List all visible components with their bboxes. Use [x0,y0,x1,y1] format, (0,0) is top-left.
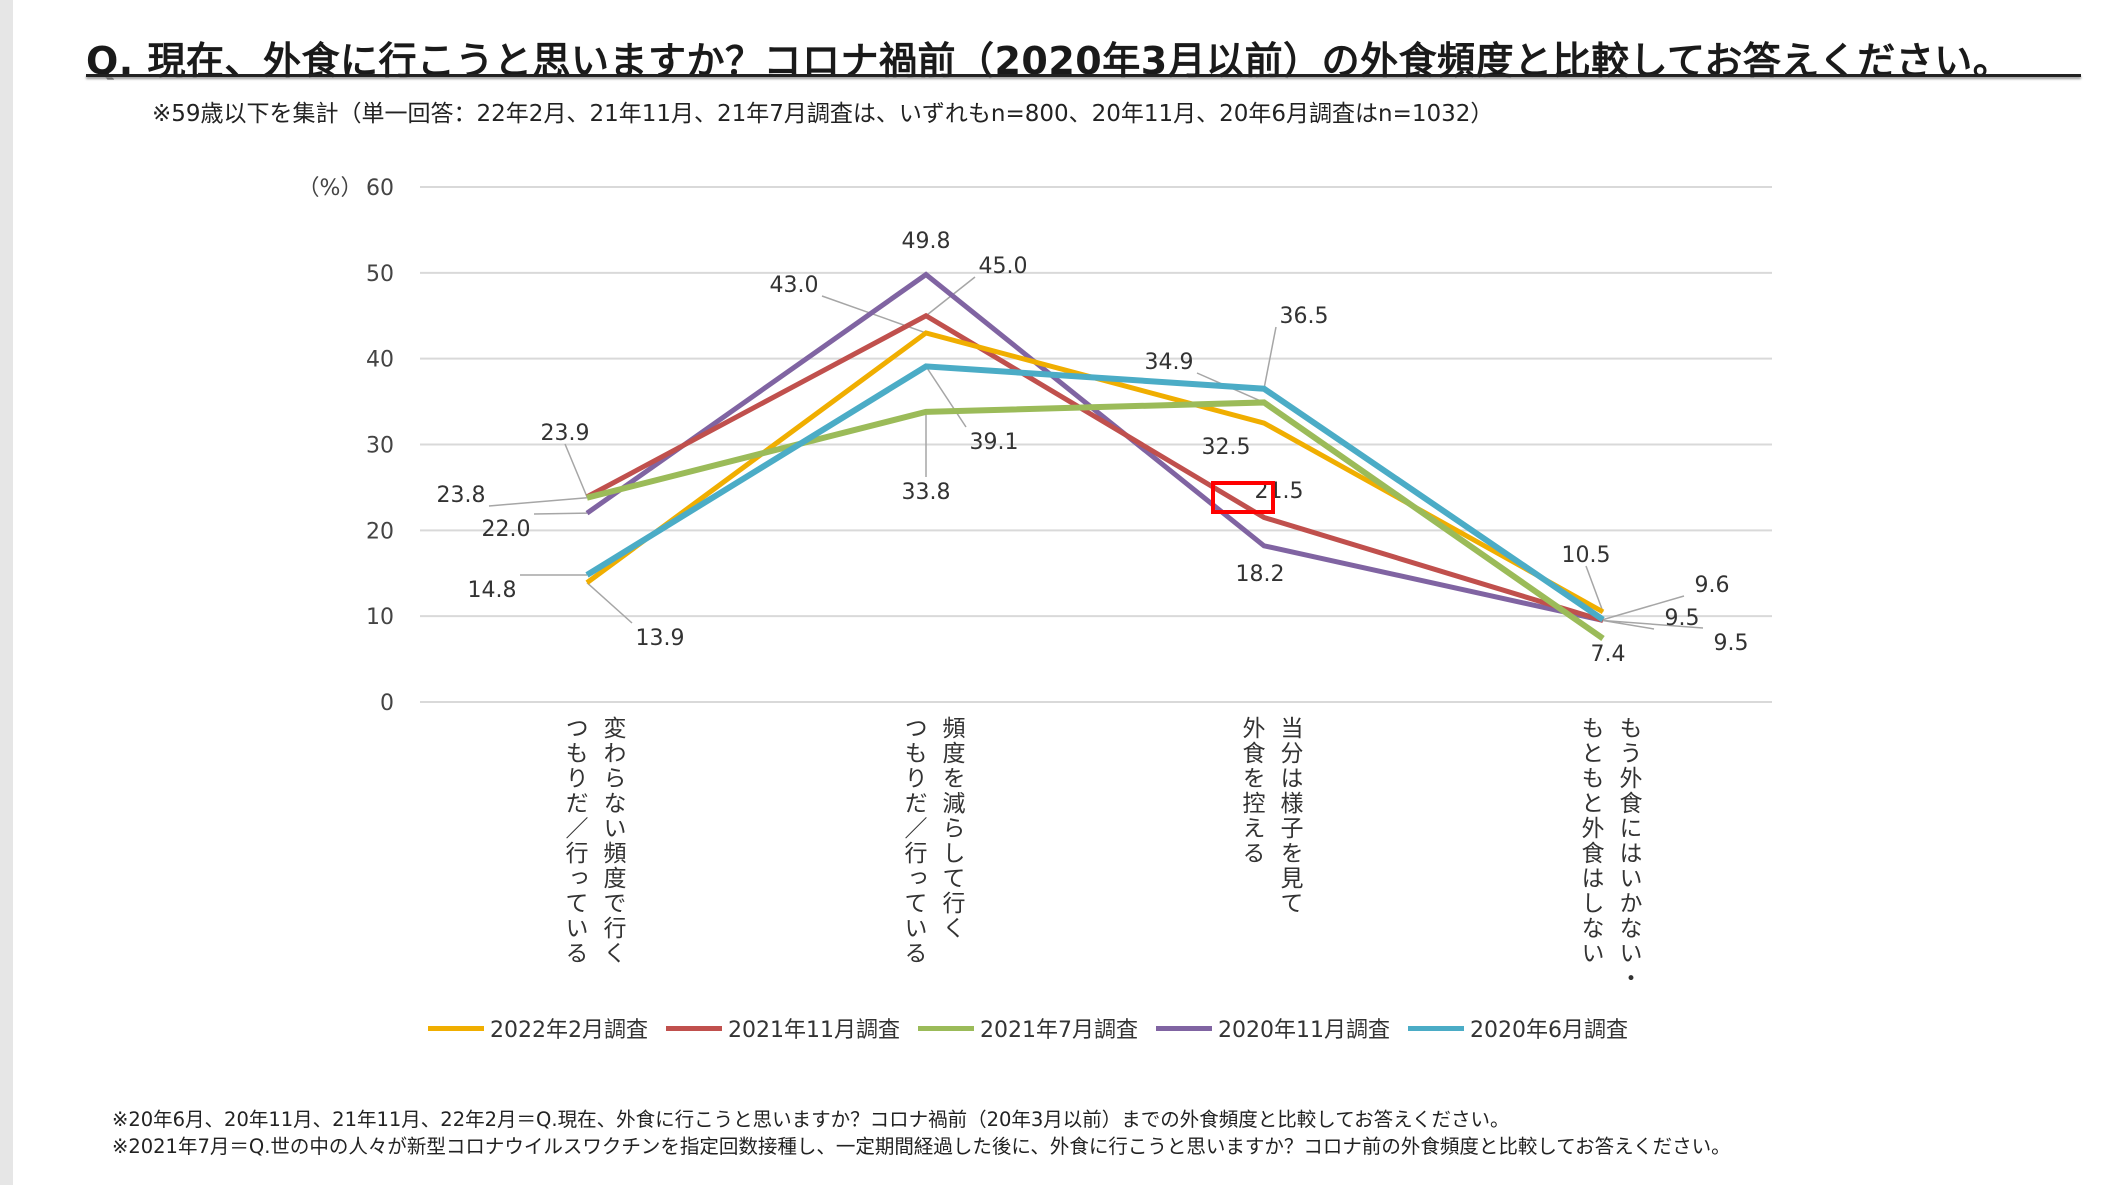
series-line-3 [585,271,1604,623]
series-line-2 [586,399,1605,641]
legend-item-2021-07: 2021年7月調査 [917,1012,1138,1044]
highlight-box [1211,481,1275,514]
data-label: 45.0 [979,254,1028,279]
leader-line [564,443,588,498]
category-label-4: もう外食にはいかない・ もともと外食はしない [1577,716,1641,991]
y-tick-label: 60 [366,176,394,201]
series-lines [585,271,1605,641]
data-label: 33.8 [902,480,951,505]
legend: 2022年2月調査 2021年11月調査 2021年7月調査 2020年11月調… [428,1012,1628,1044]
legend-item-2020-06: 2020年6月調査 [1407,1012,1628,1044]
data-label: 7.4 [1591,642,1626,667]
left-edge-strip [0,0,13,1185]
legend-swatch [1155,1025,1212,1031]
data-label: 49.8 [902,229,951,254]
y-tick-label: 10 [366,605,394,630]
y-tick-label: 30 [366,434,394,459]
data-label: 23.8 [437,483,486,508]
y-tick-label: 40 [366,348,394,373]
data-label: 13.9 [636,626,685,651]
data-label: 9.5 [1665,606,1700,631]
data-label: 18.2 [1236,562,1285,587]
data-label: 14.8 [468,578,517,603]
leader-line [586,582,633,624]
leader-line [821,295,927,334]
series-line-4 [585,363,1605,623]
y-tick-label: 50 [366,262,394,287]
leader-line [488,496,588,507]
data-label: 39.1 [970,430,1019,455]
footnote-1: ※20年6月、20年11月、21年11月、22年2月＝Q.現在、外食に行こうと思… [112,1108,1510,1131]
series-line-1 [585,312,1604,623]
legend-label: 2020年6月調査 [1469,1018,1628,1043]
title-underline [86,74,2081,77]
legend-item-2020-11: 2020年11月調査 [1155,1012,1390,1044]
data-label: 22.0 [482,517,531,542]
leader-line [1585,565,1604,613]
data-label: 34.9 [1145,350,1194,375]
data-label: 43.0 [770,273,819,298]
y-tick-label: 20 [366,519,394,544]
data-label: 32.5 [1202,435,1251,460]
grid-lines [420,186,1772,703]
leader-line [1602,619,1704,629]
legend-label: 2021年7月調査 [979,1018,1138,1043]
category-label-3: 当分は様子を見て 外食を控える [1238,716,1302,916]
legend-swatch [1407,1025,1464,1031]
category-label-1: 変わらない頻度で行く つもりだ／行っている [561,716,625,966]
data-label: 23.9 [541,421,590,446]
legend-swatch [917,1025,974,1031]
subtitle: ※59歳以下を集計（単一回答：22年2月、21年11月、21年7月調査は、いずれ… [152,101,1494,127]
legend-label: 2022年2月調査 [490,1018,648,1043]
legend-swatch [428,1025,484,1031]
legend-label: 2020年11月調査 [1217,1018,1390,1043]
data-label: 10.5 [1562,543,1611,568]
legend-item-2022-02: 2022年2月調査 [428,1012,648,1044]
leader-line [925,365,967,428]
legend-item-2021-11: 2021年11月調査 [666,1012,900,1044]
leader-lines [488,276,1704,630]
data-label: 36.5 [1280,304,1329,329]
data-labels: 13.943.032.510.523.945.021.59.523.8 33.83… [437,229,1749,667]
y-axis-unit: （%） [298,176,363,201]
category-label-2: 頻度を減らして行く つもりだ／行っている [900,716,964,966]
legend-label: 2021年11月調査 [728,1018,900,1043]
data-label: 9.6 [1695,573,1730,598]
legend-swatch [666,1025,722,1031]
footnote-2: ※2021年7月＝Q.世の中の人々が新型コロナウイルスワクチンを指定回数接種し、… [112,1135,1731,1158]
y-tick-labels: 0 10 20 30 40 50 60 [366,176,394,716]
leader-line [1602,595,1685,621]
leader-line [533,512,588,515]
data-label: 9.5 [1714,631,1749,656]
leader-line [1602,619,1655,630]
leader-line [1263,326,1277,389]
y-tick-label: 0 [380,691,394,716]
